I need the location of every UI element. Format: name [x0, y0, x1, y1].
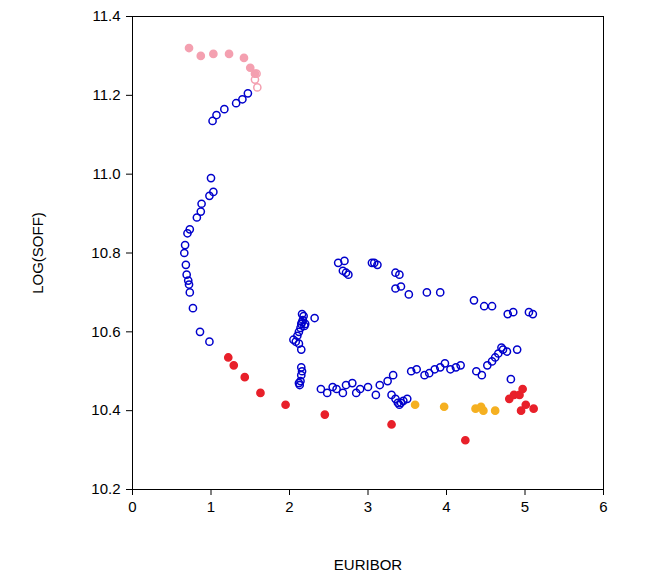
svg-text:11.0: 11.0 — [92, 165, 120, 182]
svg-text:10.4: 10.4 — [91, 401, 120, 418]
svg-text:11.4: 11.4 — [92, 7, 120, 24]
svg-text:11.2: 11.2 — [92, 86, 120, 103]
svg-text:4: 4 — [442, 498, 450, 515]
svg-text:0: 0 — [128, 498, 136, 515]
svg-text:EURIBOR: EURIBOR — [334, 556, 403, 573]
svg-text:LOG(SOFF): LOG(SOFF) — [29, 212, 46, 294]
svg-text:10.8: 10.8 — [91, 244, 120, 261]
svg-text:10.2: 10.2 — [91, 480, 120, 497]
svg-text:10.6: 10.6 — [91, 323, 120, 340]
svg-text:3: 3 — [364, 498, 372, 515]
svg-text:5: 5 — [521, 498, 529, 515]
svg-text:1: 1 — [207, 498, 215, 515]
svg-text:6: 6 — [599, 498, 607, 515]
svg-text:2: 2 — [285, 498, 293, 515]
